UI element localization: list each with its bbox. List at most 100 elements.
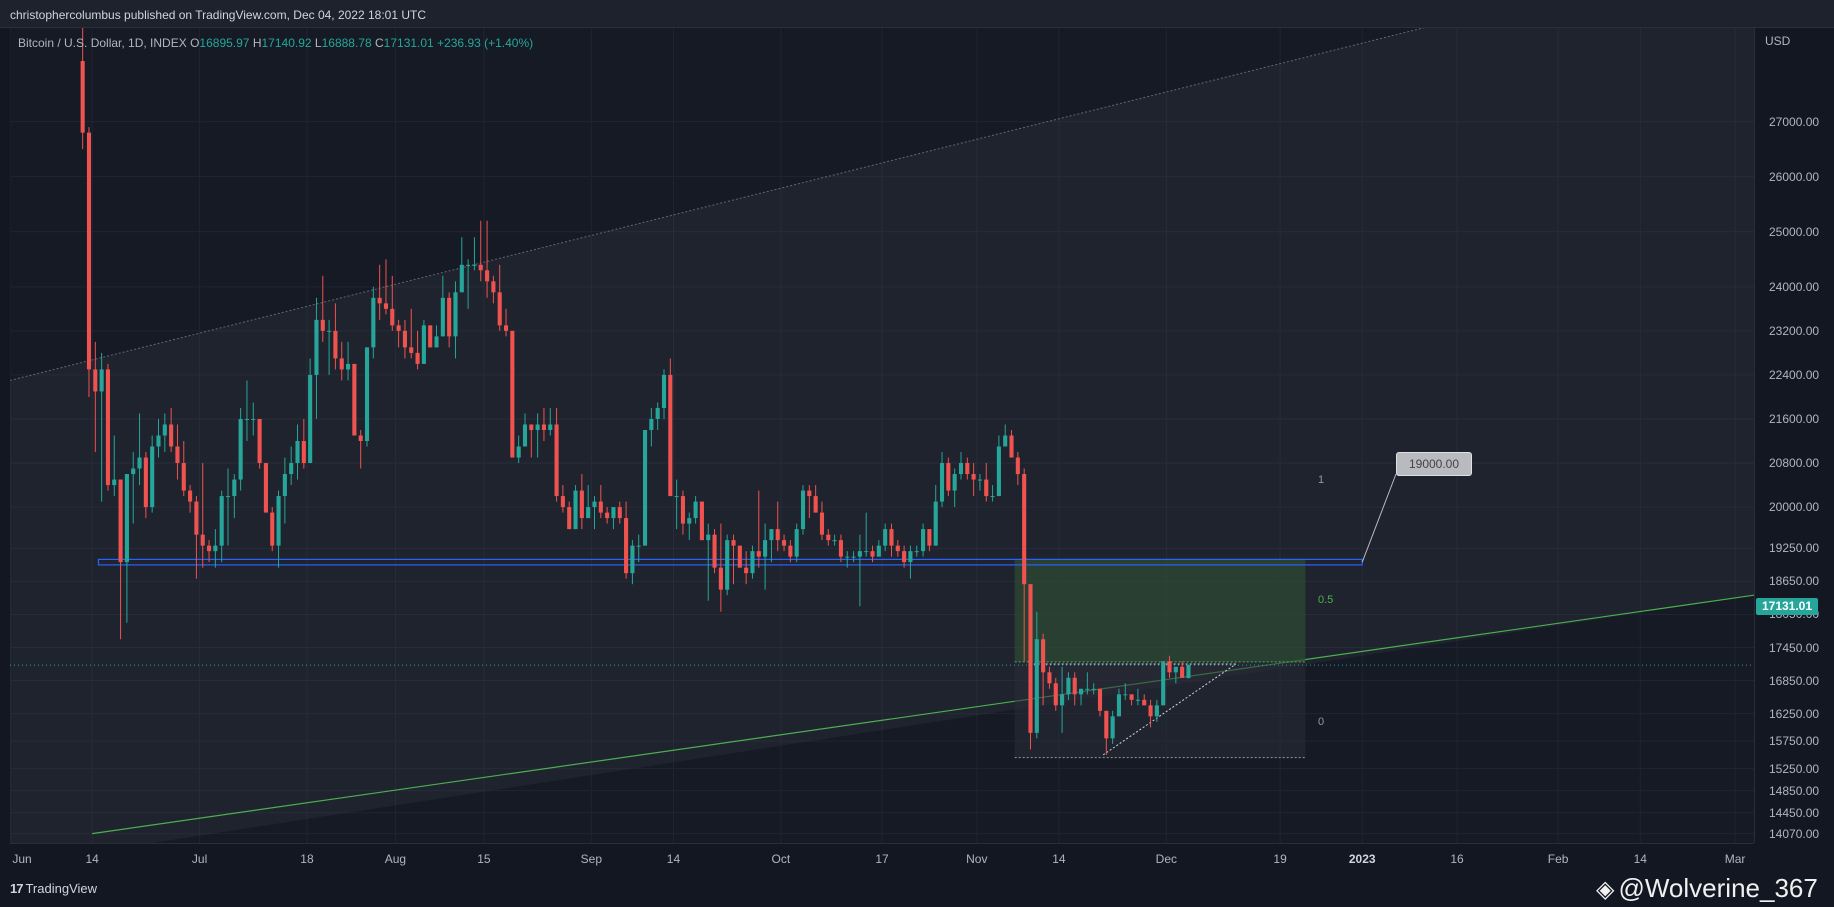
candle-body — [826, 534, 831, 541]
candle-body — [996, 446, 1001, 497]
symbol-legend: Bitcoin / U.S. Dollar, 1D, INDEX O16895.… — [18, 36, 533, 50]
footer: 17 TradingView ◈ @Wolverine_367 — [0, 873, 1834, 907]
candle-body — [1116, 694, 1122, 717]
price-tick-label: 21600.00 — [1769, 411, 1820, 426]
candle-body — [257, 418, 262, 464]
candle-body — [750, 551, 755, 574]
candle-body — [181, 463, 186, 491]
candle-body — [939, 463, 945, 502]
candle-body — [225, 496, 231, 498]
time-tick-label: Nov — [966, 852, 988, 866]
candle-body — [1015, 457, 1020, 475]
time-tick-label: 18 — [300, 852, 314, 866]
candle-body — [1142, 699, 1147, 706]
candle-body — [567, 507, 572, 530]
candle-body — [472, 264, 477, 266]
watermark-text: @Wolverine_367 — [1618, 873, 1818, 903]
candle-body — [788, 545, 793, 557]
time-tick-label: 19 — [1273, 852, 1287, 866]
candle-body — [415, 352, 420, 364]
candle-body — [289, 463, 294, 475]
candle-body — [1072, 677, 1077, 695]
time-tick-label: Dec — [1155, 852, 1178, 866]
candle-body — [769, 529, 774, 541]
candle-body — [396, 325, 401, 331]
candle-body — [902, 551, 907, 563]
candle-body — [1066, 677, 1071, 695]
candle-body — [1097, 688, 1103, 711]
candle-body — [819, 512, 825, 535]
candle-body — [977, 479, 982, 481]
open-value: 16895.97 — [199, 36, 250, 50]
candle-body — [1091, 688, 1096, 690]
fib-level-1: 1 — [1318, 474, 1325, 486]
candle-body — [213, 545, 218, 552]
candle-body — [244, 418, 250, 420]
candle-body — [687, 518, 692, 524]
candle-body — [516, 446, 521, 458]
chart-pane[interactable] — [10, 28, 1754, 843]
candle-body — [206, 545, 212, 552]
candle-body — [1009, 435, 1014, 458]
candle-body — [200, 534, 205, 546]
tradingview-logo-text: TradingView — [25, 881, 98, 896]
open-key: O — [190, 36, 200, 50]
candle-body — [522, 424, 528, 447]
time-tick-label: 2023 — [1348, 852, 1376, 866]
candle-body — [661, 374, 667, 408]
candle-body — [952, 474, 957, 491]
candle-body — [1085, 688, 1090, 690]
candle-body — [838, 540, 843, 557]
candle-body — [308, 374, 313, 464]
time-tick-label: Sep — [580, 852, 603, 866]
candle-body — [864, 551, 869, 553]
candle-body — [333, 330, 338, 359]
candle-body — [668, 374, 673, 497]
time-tick-label: 17 — [875, 852, 889, 866]
candle-body — [725, 540, 730, 590]
candle-body — [352, 363, 357, 436]
candle-body — [813, 496, 818, 513]
candle-body — [112, 479, 117, 486]
price-tick-label: 20800.00 — [1769, 456, 1820, 471]
candle-body — [143, 457, 148, 508]
time-tick-label: Aug — [384, 852, 407, 866]
candle-body — [383, 303, 389, 309]
time-axis[interactable]: Jun 14 Jul 18 Aug 15 Sep 14 Oct 17 Nov 14 Dec 19 2023 1… — [10, 843, 1754, 873]
candlestick-chart[interactable] — [10, 28, 1754, 843]
candle-body — [655, 407, 660, 419]
publish-header: christophercolumbus published on Trading… — [0, 0, 1834, 28]
fib-level-0: 0 — [1318, 716, 1325, 728]
price-axis[interactable]: USD 27000.00 26000.00 25000.00 24000.00 2320… — [1754, 28, 1834, 843]
candle-body — [194, 501, 199, 535]
candle-body — [346, 363, 351, 370]
candle-body — [990, 496, 995, 498]
candle-body — [642, 429, 648, 546]
candle-body — [276, 496, 281, 546]
candle-body — [295, 441, 300, 464]
candle-body — [1104, 710, 1109, 739]
candle-body — [503, 325, 509, 331]
candle-body — [485, 270, 490, 282]
candle-body — [914, 551, 919, 553]
channel-band — [10, 28, 1754, 843]
price-tick-label: 24000.00 — [1769, 279, 1820, 294]
candle-body — [548, 424, 553, 430]
candle-body — [1180, 666, 1185, 678]
candle-body — [611, 507, 616, 519]
candle-body — [327, 330, 332, 332]
candle-body — [1135, 699, 1140, 701]
candle-body — [1047, 672, 1052, 684]
candle-body — [409, 347, 414, 353]
candle-body — [782, 540, 787, 546]
tradingview-logo[interactable]: 17 TradingView — [10, 881, 97, 896]
currency-label: USD — [1765, 34, 1791, 48]
candle-body — [921, 529, 926, 552]
candle-body — [99, 369, 104, 392]
candle-body — [763, 540, 768, 557]
price-callout[interactable]: 19000.00 — [1396, 452, 1472, 476]
price-tick-label: 14450.00 — [1769, 805, 1820, 820]
candle-body — [219, 496, 224, 546]
candle-body — [421, 325, 426, 364]
candle-body — [1148, 705, 1153, 717]
